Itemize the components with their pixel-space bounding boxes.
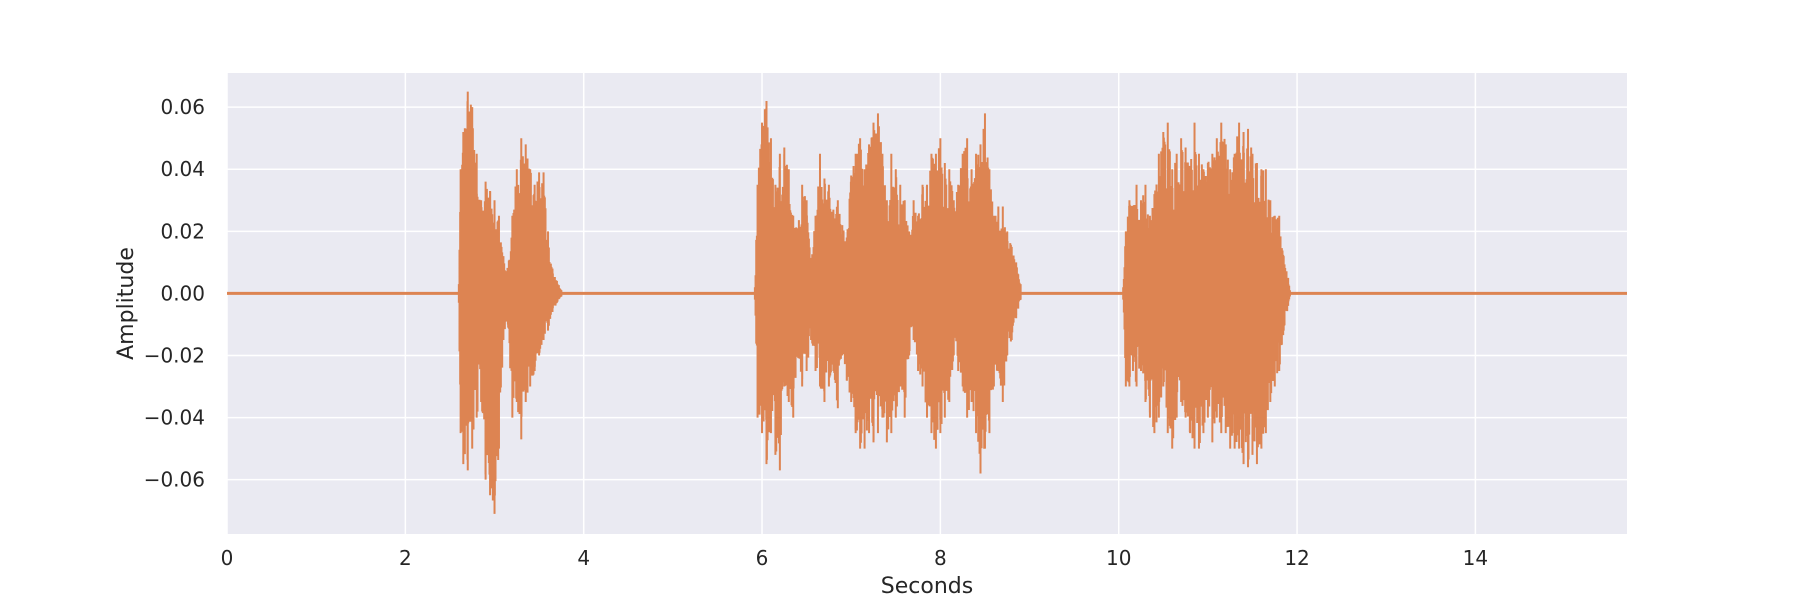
x-tick-label: 4: [577, 546, 590, 570]
x-tick-label: 8: [934, 546, 947, 570]
x-tick-label: 6: [756, 546, 769, 570]
y-tick-label: 0.00: [160, 281, 205, 305]
y-tick-label: 0.02: [160, 219, 205, 243]
y-tick-label: 0.06: [160, 95, 205, 119]
waveform-path: [1122, 122, 1291, 468]
waveform-path: [753, 100, 1022, 474]
x-tick-label: 14: [1463, 546, 1488, 570]
y-tick-label: 0.04: [160, 157, 205, 181]
y-tick-labels: 0.06 0.04 0.02 0.00 −0.02 −0.04 −0.06: [144, 95, 205, 492]
y-tick-label: −0.04: [144, 406, 205, 430]
y-tick-label: −0.02: [144, 343, 205, 367]
waveform-segment: [753, 100, 1022, 474]
y-axis-label: Amplitude: [114, 247, 139, 360]
waveform-series: [227, 91, 1627, 514]
waveform-path: [457, 91, 563, 514]
x-tick-label: 2: [399, 546, 412, 570]
x-axis-label: Seconds: [881, 574, 973, 599]
x-tick-label: 0: [221, 546, 234, 570]
x-tick-labels: 0 2 4 6 8 10 12 14: [221, 546, 1489, 570]
x-tick-label: 12: [1284, 546, 1309, 570]
waveform-segment: [1122, 122, 1291, 468]
waveform-segment: [457, 91, 563, 514]
y-tick-label: −0.06: [144, 468, 205, 492]
x-tick-label: 10: [1106, 546, 1131, 570]
